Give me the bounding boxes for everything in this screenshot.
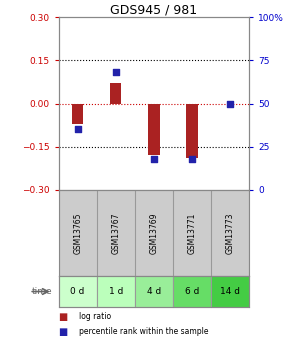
Text: GSM13767: GSM13767 bbox=[111, 212, 120, 254]
Bar bbox=[110, 83, 122, 104]
Text: GSM13773: GSM13773 bbox=[226, 212, 234, 254]
Bar bbox=[72, 104, 84, 124]
Point bbox=[228, 101, 232, 106]
Bar bbox=[59, 276, 97, 307]
Bar bbox=[211, 276, 249, 307]
Text: 4 d: 4 d bbox=[147, 287, 161, 296]
Title: GDS945 / 981: GDS945 / 981 bbox=[110, 3, 197, 16]
Bar bbox=[148, 104, 160, 155]
Text: 6 d: 6 d bbox=[185, 287, 199, 296]
Bar bbox=[135, 276, 173, 307]
Bar bbox=[97, 276, 135, 307]
Bar bbox=[173, 276, 211, 307]
Point bbox=[113, 70, 118, 75]
Text: time: time bbox=[32, 287, 53, 296]
Bar bbox=[186, 104, 198, 158]
Text: ■: ■ bbox=[59, 327, 68, 337]
Text: GSM13769: GSM13769 bbox=[149, 212, 158, 254]
Point bbox=[151, 156, 156, 161]
Text: 0 d: 0 d bbox=[70, 287, 85, 296]
Text: 14 d: 14 d bbox=[220, 287, 240, 296]
Point bbox=[75, 127, 80, 132]
Text: GSM13765: GSM13765 bbox=[73, 212, 82, 254]
Text: 1 d: 1 d bbox=[108, 287, 123, 296]
Text: log ratio: log ratio bbox=[79, 312, 111, 321]
Point bbox=[190, 156, 194, 161]
Text: GSM13771: GSM13771 bbox=[188, 212, 196, 254]
Text: percentile rank within the sample: percentile rank within the sample bbox=[79, 327, 209, 336]
Text: ■: ■ bbox=[59, 312, 68, 322]
